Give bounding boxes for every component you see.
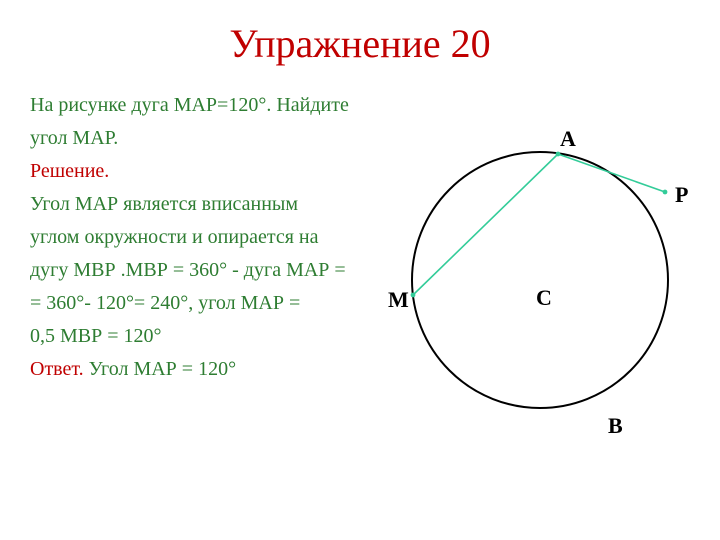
geometry-diagram: A P M C B [380,110,700,450]
answer-label: Ответ. [30,358,84,380]
chord-ap [558,154,665,192]
solution-line-5: 0,5 МВР = 120° [30,321,390,352]
solution-label: Решение. [30,156,390,187]
slide: Упражнение 20 На рисунке дуга МАР=120°. … [0,0,720,540]
problem-line-1: На рисунке дуга МАР=120°. Найдите [30,90,390,121]
solution-line-4: = 360°- 120°= 240°, угол МАР = [30,288,390,319]
problem-line-2: угол МАР. [30,123,390,154]
chord-ma [413,154,558,295]
point-p-marker [663,190,668,195]
answer-text: Угол МАР = 120° [84,358,236,380]
point-a-marker [556,152,561,157]
point-m-marker [411,293,416,298]
solution-line-2: углом окружности и опирается на [30,222,390,253]
solution-line-3: дугу МВР .МВР = 360° - дуга МАР = [30,255,390,286]
label-a: A [560,126,576,151]
body-text: На рисунке дуга МАР=120°. Найдите угол М… [30,90,390,387]
diagram-circle [412,152,668,408]
solution-line-1: Угол МАР является вписанным [30,189,390,220]
label-b: B [608,413,623,438]
label-p: P [675,182,688,207]
slide-title: Упражнение 20 [0,0,720,77]
answer-line: Ответ. Угол МАР = 120° [30,354,390,385]
label-m: M [388,287,409,312]
label-c: C [536,285,552,310]
